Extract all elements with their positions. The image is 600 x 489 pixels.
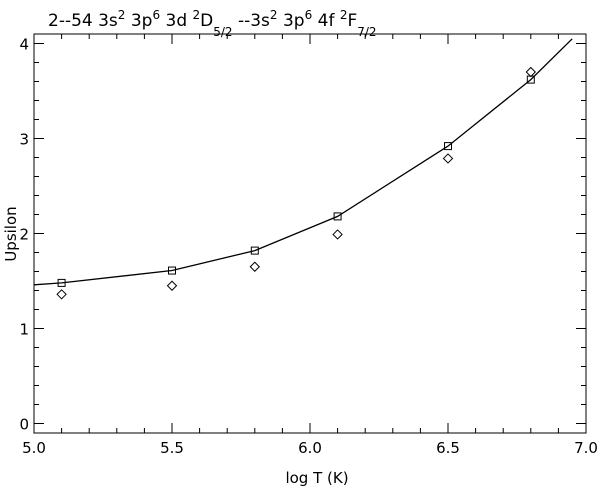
y-tick-labels: 0 1 2 3 4: [19, 36, 29, 434]
square-marker: [57, 278, 66, 287]
x-axis-label: log T (K): [285, 469, 348, 487]
title-segment: D: [200, 11, 213, 31]
y-tick-label: 1: [19, 321, 29, 339]
title-segment: 2: [270, 8, 278, 22]
x-tick-label: 7.0: [574, 439, 598, 457]
y-tick-label: 4: [19, 36, 29, 54]
x-tick-label: 5.5: [160, 439, 184, 457]
diamond-marker: [525, 66, 537, 78]
title-segment: 3d: [160, 11, 192, 31]
axis-ticks: [33, 34, 587, 433]
title-segment: 4f: [312, 11, 340, 31]
diamond-marker: [249, 261, 261, 272]
x-tick-label: 5.0: [22, 439, 46, 457]
title-segment: 3p: [125, 11, 152, 31]
title-segment: 6: [152, 8, 160, 22]
chart-title: 2--54 3s2 3p6 3d 2D5/2 --3s2 3p6 4f 2F7/…: [48, 8, 377, 39]
diamond-marker: [442, 153, 454, 164]
title-segment: 3p: [278, 11, 305, 31]
title-segment: 2: [193, 8, 201, 22]
fit-line: [34, 38, 573, 286]
title-segment: 2: [340, 8, 348, 22]
x-tick-label: 6.5: [436, 439, 460, 457]
square-marker: [444, 142, 452, 151]
diamond-marker: [56, 289, 67, 300]
title-segment: 2: [118, 8, 126, 22]
square-marker: [333, 212, 342, 221]
y-tick-label: 2: [19, 226, 29, 244]
plot-frame: [33, 33, 587, 434]
title-segment: 5/2: [213, 25, 232, 39]
y-tick-label: 3: [19, 131, 29, 149]
square-marker: [168, 266, 176, 275]
title-segment: F: [347, 11, 357, 31]
series-layer: [34, 38, 573, 300]
title-segment: 6: [305, 8, 313, 22]
title-segment: 2--54 3s: [48, 11, 118, 31]
square-marker: [250, 246, 259, 255]
y-axis-label: Upsilon: [2, 206, 20, 261]
title-segment: 7/2: [357, 25, 376, 39]
y-tick-label: 0: [19, 416, 29, 434]
diamond-marker: [332, 229, 343, 240]
x-tick-label: 6.0: [298, 439, 322, 457]
title-segment: --3s: [233, 11, 270, 31]
diamond-marker: [166, 280, 178, 291]
x-tick-labels: 5.0 5.5 6.0 6.5 7.0: [22, 439, 598, 457]
